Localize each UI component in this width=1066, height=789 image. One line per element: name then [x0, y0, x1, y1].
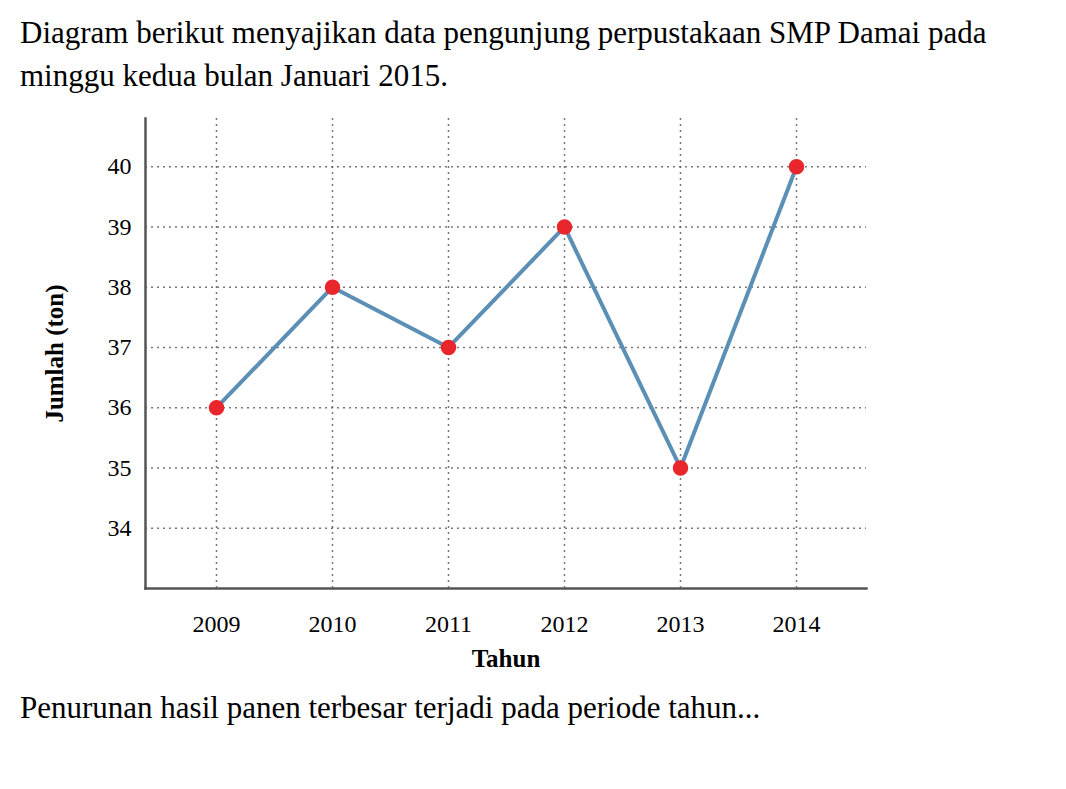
- html-text:Penurunan hasil panen terbesar: Penurunan hasil panen terbesar terjadi p…: [20, 689, 761, 725]
- svg-text:38: 38: [108, 273, 132, 299]
- svg-text:34: 34: [108, 514, 132, 540]
- svg-text:Tahun: Tahun: [472, 644, 541, 671]
- svg-text:2013: 2013: [657, 610, 705, 636]
- svg-text:37: 37: [108, 334, 132, 360]
- html-text:Diagram berikut menyajikan dat: Diagram berikut menyajikan data pengunju…: [20, 15, 987, 93]
- svg-text:2012: 2012: [541, 610, 589, 636]
- svg-text:40: 40: [108, 153, 132, 179]
- svg-text:2011: 2011: [425, 610, 472, 636]
- svg-text:2010: 2010: [309, 610, 357, 636]
- svg-text:39: 39: [108, 213, 132, 239]
- svg-text:36: 36: [108, 394, 132, 420]
- svg-text:2009: 2009: [193, 610, 241, 636]
- svg-text:35: 35: [108, 454, 132, 480]
- svg-text:Jumlah (ton): Jumlah (ton): [41, 284, 69, 422]
- svg-text:2014: 2014: [773, 610, 821, 636]
